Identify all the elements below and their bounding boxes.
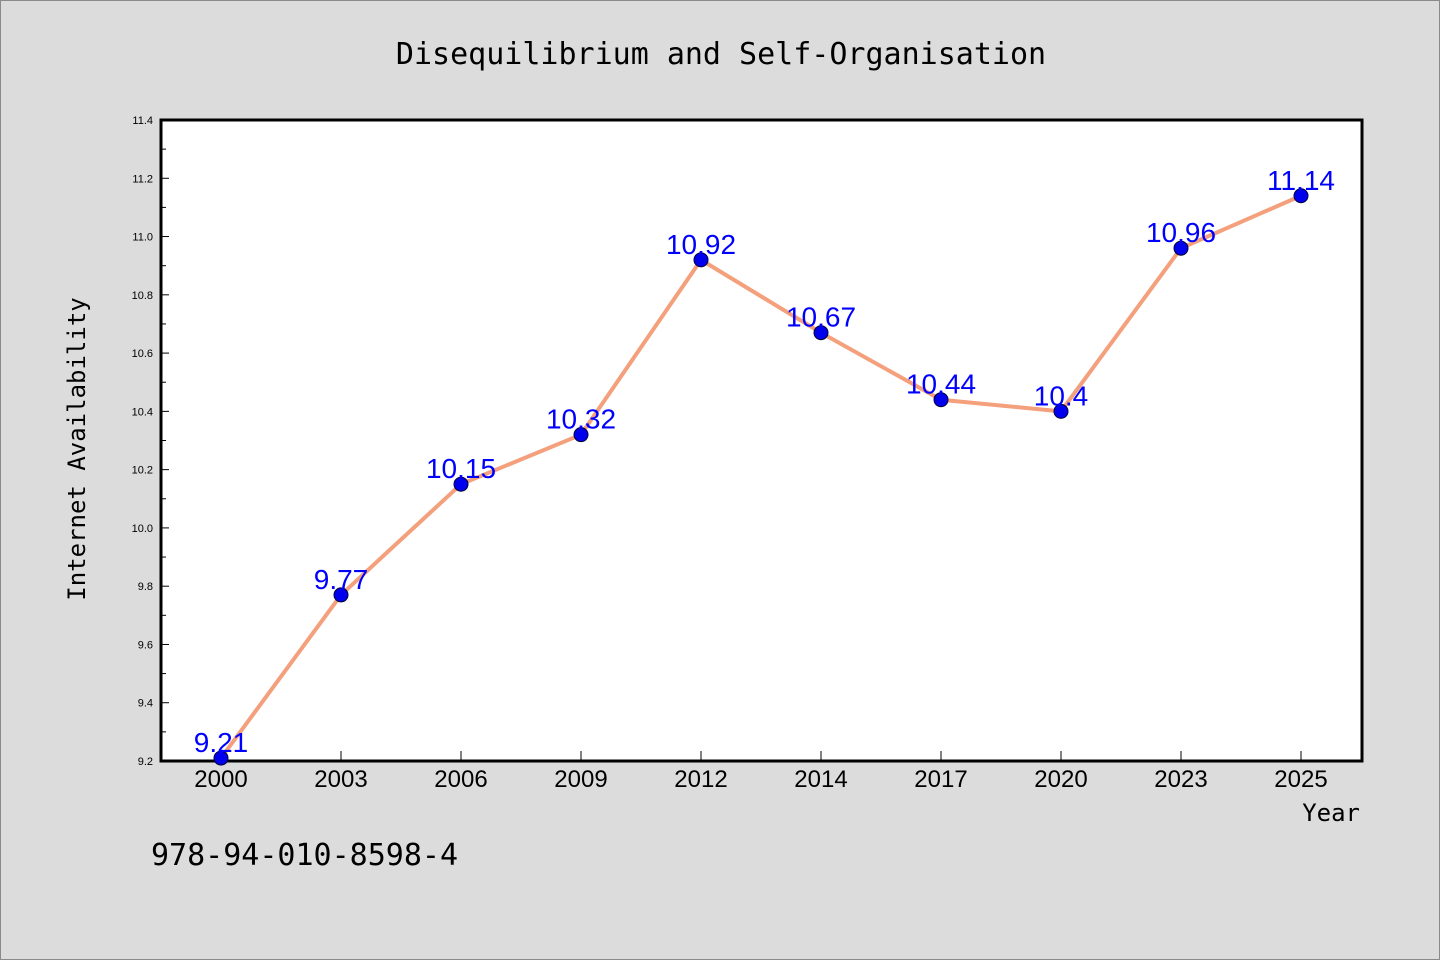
y-tick-label: 9.8 <box>138 581 153 593</box>
y-tick-label: 11.0 <box>132 232 153 244</box>
y-tick-label: 9.2 <box>138 756 153 768</box>
y-tick-label: 10.4 <box>132 406 153 418</box>
x-tick-label: 2023 <box>1154 766 1207 793</box>
data-point <box>213 750 229 766</box>
y-axis: 9.2 9.4 9.6 9.8 10.0 10.2 10.4 10.6 10.8 11.0 11.2… <box>132 115 169 768</box>
data-label: 10.4 <box>1034 380 1089 411</box>
data-label: 11.14 <box>1267 165 1335 196</box>
data-label: 9.77 <box>314 564 369 595</box>
data-label: 10.67 <box>786 302 856 333</box>
x-axis-label: Year <box>1302 799 1360 827</box>
data-label: 10.44 <box>906 369 976 400</box>
plot-area <box>159 118 1364 763</box>
x-axis: 2000 2003 2006 2009 2012 2014 2017 2020 2023 2025 <box>194 751 1328 793</box>
data-label: 10.15 <box>426 453 496 484</box>
x-tick-label: 2012 <box>674 766 727 793</box>
data-point <box>1053 403 1069 419</box>
data-point <box>693 252 709 268</box>
x-tick-label: 2000 <box>194 766 247 793</box>
data-point <box>333 587 349 603</box>
data-point <box>453 476 469 492</box>
data-label: 9.21 <box>194 727 249 758</box>
y-axis-label: Internet Availability <box>63 297 91 600</box>
data-point <box>933 392 949 408</box>
data-point <box>573 427 589 443</box>
data-point <box>1293 188 1309 204</box>
x-tick-label: 2014 <box>794 766 847 793</box>
x-tick-label: 2003 <box>314 766 367 793</box>
x-tick-label: 2006 <box>434 766 487 793</box>
x-tick-label: 2025 <box>1274 766 1327 793</box>
data-label: 10.92 <box>666 229 736 260</box>
series-line <box>219 193 1302 760</box>
chart-title: Disequilibrium and Self-Organisation <box>396 37 1046 72</box>
x-tick-label: 2017 <box>914 766 967 793</box>
y-tick-label: 9.4 <box>138 698 153 710</box>
data-point <box>813 325 829 341</box>
y-tick-label: 9.6 <box>138 639 153 651</box>
y-tick-label: 11.2 <box>132 173 153 185</box>
series-group: 9.21 9.77 10.15 10.32 10.92 10.67 10.44 10.4 10.… <box>194 165 1335 766</box>
x-tick-label: 2020 <box>1034 766 1087 793</box>
data-label: 10.96 <box>1146 217 1216 248</box>
y-tick-label: 10.0 <box>132 523 153 535</box>
data-point <box>1173 240 1189 256</box>
data-label: 10.32 <box>546 404 616 435</box>
y-tick-label: 10.8 <box>132 290 153 302</box>
y-tick-label: 10.2 <box>132 465 153 477</box>
y-tick-label: 11.4 <box>132 115 153 127</box>
x-tick-label: 2009 <box>554 766 607 793</box>
y-tick-label: 10.6 <box>132 348 153 360</box>
isbn-label: 978-94-010-8598-4 <box>151 838 458 873</box>
